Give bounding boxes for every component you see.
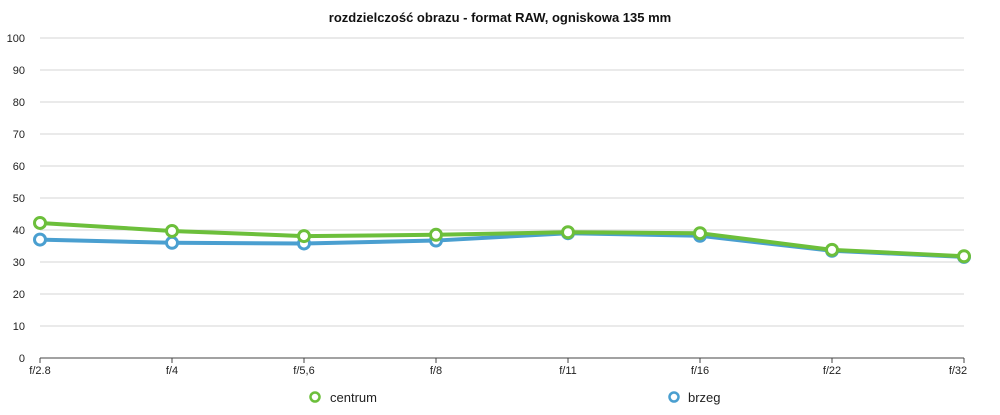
legend-label: brzeg	[688, 390, 721, 405]
legend-item-brzeg[interactable]: brzeg	[668, 390, 721, 405]
data-point-centrum[interactable]	[429, 227, 443, 242]
y-tick-label: 90	[13, 65, 25, 77]
data-point-centrum[interactable]	[957, 249, 971, 264]
series-centrum	[33, 215, 971, 264]
data-point-centrum[interactable]	[561, 225, 575, 240]
data-point-centrum[interactable]	[693, 226, 707, 241]
legend-label: centrum	[330, 390, 377, 405]
y-tick-label: 80	[13, 97, 25, 109]
legend-item-centrum[interactable]: centrum	[309, 390, 377, 405]
x-tick-label: f/16	[691, 365, 709, 377]
grid-lines	[40, 37, 964, 359]
data-point-centrum[interactable]	[297, 229, 311, 244]
legend-marker-icon	[309, 391, 321, 403]
x-tick-label: f/4	[166, 365, 178, 377]
y-tick-label: 60	[13, 161, 25, 173]
y-tick-label: 70	[13, 129, 25, 141]
data-point-centrum[interactable]	[33, 215, 47, 230]
x-tick-label: f/22	[823, 365, 841, 377]
series-line-centrum	[38, 220, 966, 259]
x-axis-ticks: f/2.8 f/4 f/5,6 f/8 f/11 f/16 f/22 f/32	[29, 358, 967, 377]
y-tick-label: 100	[7, 33, 25, 45]
y-tick-label: 50	[13, 193, 25, 205]
x-tick-label: f/8	[430, 365, 442, 377]
y-tick-label: 30	[13, 257, 25, 269]
x-tick-label: f/11	[559, 365, 577, 377]
data-point-centrum[interactable]	[165, 223, 179, 238]
legend: centrum brzeg	[309, 390, 721, 405]
y-tick-label: 40	[13, 225, 25, 237]
legend-marker-icon	[668, 391, 680, 403]
data-point-brzeg[interactable]	[33, 232, 47, 247]
y-tick-label: 20	[13, 289, 25, 301]
x-tick-label: f/32	[949, 365, 967, 377]
series-lines	[33, 215, 971, 264]
x-tick-label: f/5,6	[293, 365, 314, 377]
y-tick-label: 10	[13, 321, 25, 333]
chart-title: rozdzielczość obrazu - format RAW, ognis…	[329, 10, 671, 25]
data-point-brzeg[interactable]	[165, 235, 179, 250]
y-axis-ticks: 0 10 20 30 40 50 60 70 80 90 100	[7, 33, 25, 365]
x-tick-label: f/2.8	[29, 365, 50, 377]
data-point-centrum[interactable]	[825, 242, 839, 257]
y-tick-label: 0	[19, 353, 25, 365]
